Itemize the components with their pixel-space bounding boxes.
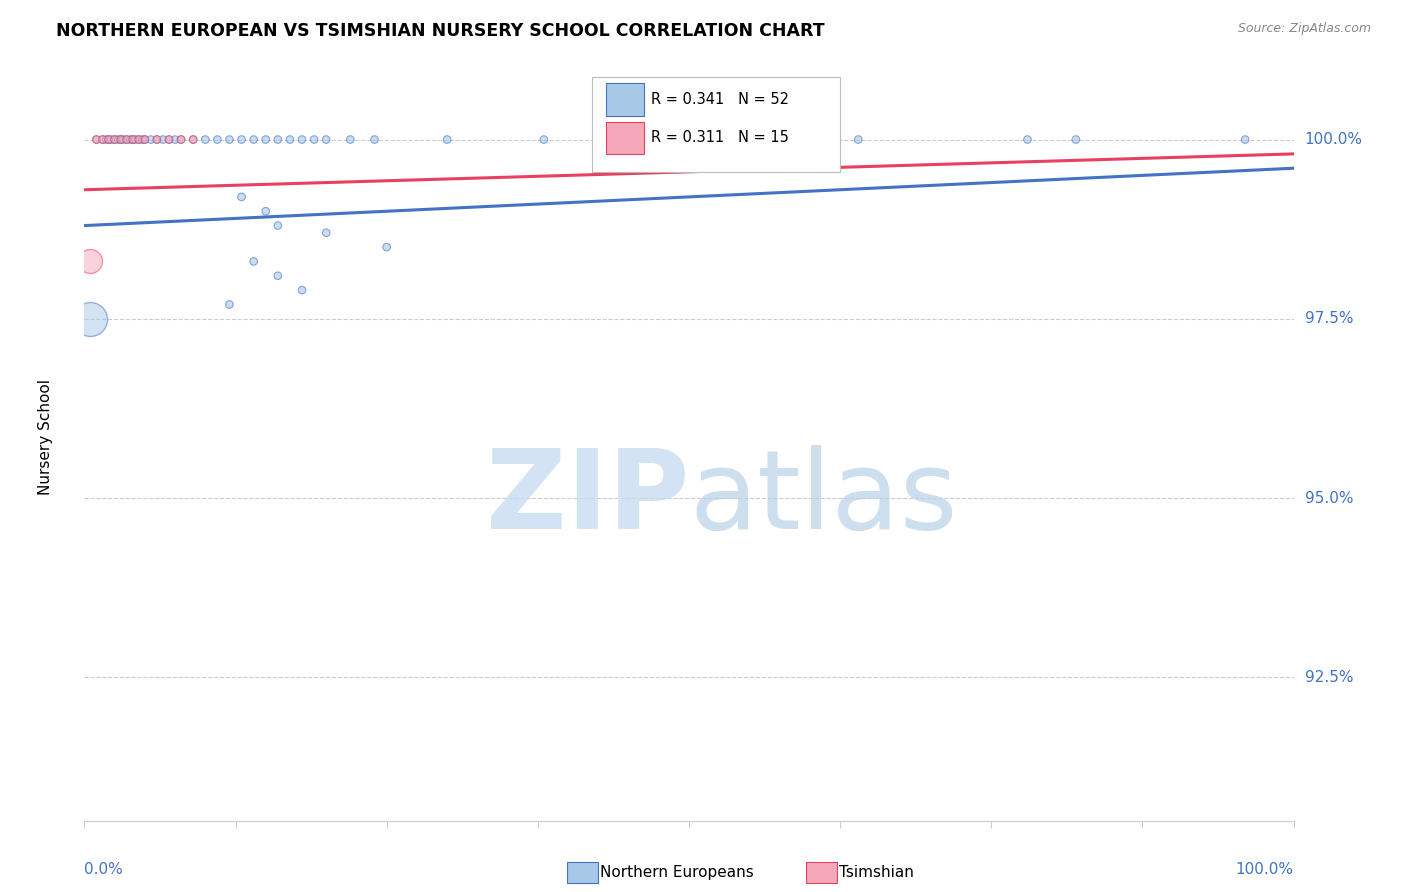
Point xyxy=(231,132,253,146)
Point xyxy=(152,132,174,146)
Point xyxy=(115,132,138,146)
Point xyxy=(291,283,314,297)
Text: NORTHERN EUROPEAN VS TSIMSHIAN NURSERY SCHOOL CORRELATION CHART: NORTHERN EUROPEAN VS TSIMSHIAN NURSERY S… xyxy=(56,22,825,40)
Point xyxy=(107,132,129,146)
Point xyxy=(157,132,180,146)
Point xyxy=(97,132,120,146)
Point xyxy=(146,132,169,146)
Point xyxy=(165,132,187,146)
Text: R = 0.341   N = 52: R = 0.341 N = 52 xyxy=(651,92,789,107)
Point xyxy=(218,132,240,146)
Point xyxy=(134,132,156,146)
Text: atlas: atlas xyxy=(689,445,957,552)
Point xyxy=(128,132,150,146)
Point xyxy=(181,132,204,146)
FancyBboxPatch shape xyxy=(606,122,644,154)
Point xyxy=(121,132,143,146)
Point xyxy=(181,132,204,146)
Point xyxy=(134,132,156,146)
Text: R = 0.311   N = 15: R = 0.311 N = 15 xyxy=(651,130,789,145)
Text: Tsimshian: Tsimshian xyxy=(839,865,914,880)
Point xyxy=(110,132,132,146)
Point xyxy=(194,132,217,146)
Text: Source: ZipAtlas.com: Source: ZipAtlas.com xyxy=(1237,22,1371,36)
Text: 92.5%: 92.5% xyxy=(1305,670,1353,685)
Point xyxy=(94,132,117,146)
Point xyxy=(91,132,114,146)
Point xyxy=(315,226,337,240)
Point xyxy=(170,132,193,146)
Point xyxy=(170,132,193,146)
Point xyxy=(291,132,314,146)
Point xyxy=(86,132,108,146)
Text: 100.0%: 100.0% xyxy=(1305,132,1362,147)
Point xyxy=(100,132,122,146)
Point xyxy=(79,254,101,268)
Point xyxy=(157,132,180,146)
Point xyxy=(112,132,135,146)
Point xyxy=(104,132,127,146)
Point xyxy=(1234,132,1257,146)
Point xyxy=(267,268,290,283)
Point xyxy=(1064,132,1087,146)
Point xyxy=(375,240,398,254)
Point xyxy=(436,132,458,146)
Point xyxy=(146,132,169,146)
Point xyxy=(120,132,142,146)
Point xyxy=(121,132,143,146)
Point xyxy=(207,132,229,146)
Point xyxy=(242,132,264,146)
Point xyxy=(267,132,290,146)
Point xyxy=(254,132,277,146)
Point xyxy=(738,132,761,146)
Point xyxy=(533,132,555,146)
Text: Nursery School: Nursery School xyxy=(38,379,53,495)
Point xyxy=(799,132,821,146)
FancyBboxPatch shape xyxy=(592,77,841,172)
Text: 100.0%: 100.0% xyxy=(1236,863,1294,878)
Point xyxy=(124,132,146,146)
Point xyxy=(131,132,153,146)
FancyBboxPatch shape xyxy=(606,84,644,116)
Text: Northern Europeans: Northern Europeans xyxy=(600,865,754,880)
Point xyxy=(218,297,240,311)
Point xyxy=(128,132,150,146)
Point xyxy=(254,204,277,219)
Point xyxy=(97,132,120,146)
Text: 97.5%: 97.5% xyxy=(1305,311,1353,326)
Point xyxy=(91,132,114,146)
Point xyxy=(1017,132,1039,146)
Point xyxy=(339,132,361,146)
Point xyxy=(231,190,253,204)
Point xyxy=(302,132,325,146)
Point xyxy=(79,311,101,326)
Text: ZIP: ZIP xyxy=(485,445,689,552)
Text: 95.0%: 95.0% xyxy=(1305,491,1353,506)
Point xyxy=(267,219,290,233)
Point xyxy=(110,132,132,146)
Point xyxy=(846,132,869,146)
Point xyxy=(242,254,264,268)
Point xyxy=(86,132,108,146)
Text: 0.0%: 0.0% xyxy=(84,863,124,878)
Point xyxy=(363,132,385,146)
Point xyxy=(139,132,162,146)
Point xyxy=(115,132,138,146)
Point xyxy=(278,132,301,146)
Point xyxy=(823,132,845,146)
Point xyxy=(315,132,337,146)
Point xyxy=(104,132,127,146)
